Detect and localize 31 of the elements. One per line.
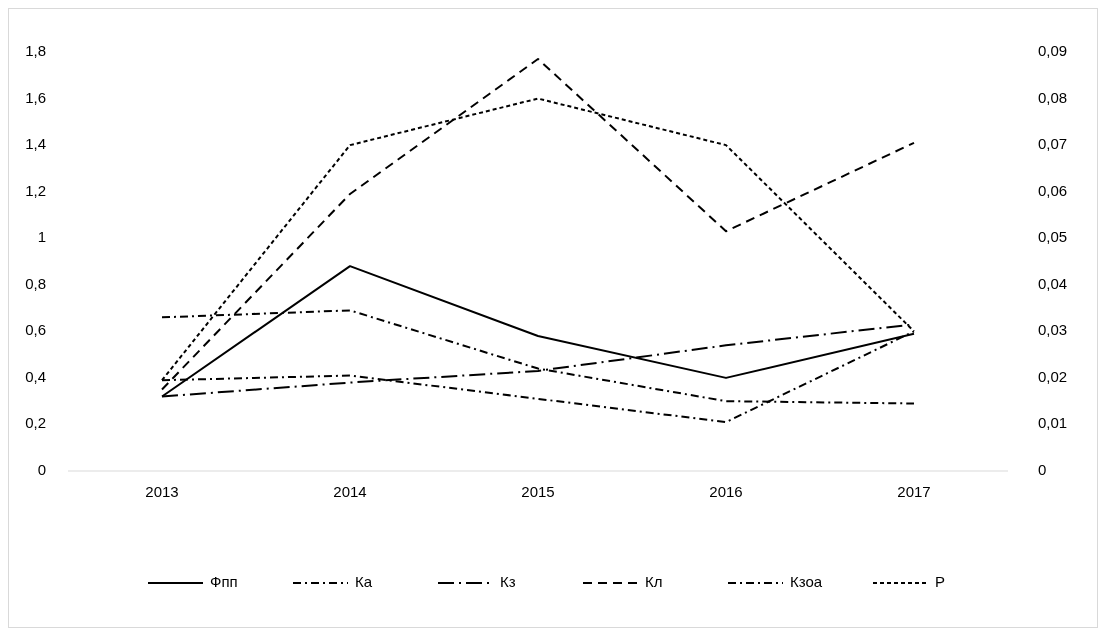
y2-tick-label: 0,02 xyxy=(1038,367,1068,385)
y-tick-label: 0,8 xyxy=(25,274,46,292)
y2-tick-label: 0,05 xyxy=(1038,228,1068,246)
x-tick-label: 2017 xyxy=(897,483,931,500)
y-tick-label: 1,8 xyxy=(25,41,46,59)
y2-tick-label: 0 xyxy=(1038,460,1047,478)
legend-label: Ка xyxy=(355,572,373,590)
legend-label: Кз xyxy=(500,572,516,590)
legend-label: Кзоа xyxy=(790,572,823,590)
y-tick-label: 0 xyxy=(37,460,46,478)
legend-label: Фпп xyxy=(210,572,238,590)
x-tick-label: 2015 xyxy=(521,483,555,500)
y-tick-label: 0,2 xyxy=(25,414,46,432)
x-tick-label: 2014 xyxy=(333,483,367,500)
x-tick-label: 2016 xyxy=(709,483,743,500)
y2-tick-label: 0,06 xyxy=(1038,181,1068,199)
y2-tick-label: 0,08 xyxy=(1038,88,1068,106)
y2-tick-label: 0,04 xyxy=(1038,274,1068,292)
y-tick-label: 1,6 xyxy=(25,88,46,106)
y2-tick-label: 0,03 xyxy=(1038,321,1068,339)
y-tick-label: 1 xyxy=(37,228,46,246)
y-tick-label: 0,6 xyxy=(25,321,46,339)
y-tick-label: 1,2 xyxy=(25,181,46,199)
x-tick-label: 2013 xyxy=(145,483,179,500)
y-tick-label: 1,4 xyxy=(25,135,46,153)
legend-label: Р xyxy=(935,572,946,590)
y2-tick-label: 0,09 xyxy=(1038,41,1068,59)
legend-label: Кл xyxy=(645,572,663,590)
y2-tick-label: 0,01 xyxy=(1038,414,1068,432)
y2-tick-label: 0,07 xyxy=(1038,135,1068,153)
y-tick-label: 0,4 xyxy=(25,367,46,385)
